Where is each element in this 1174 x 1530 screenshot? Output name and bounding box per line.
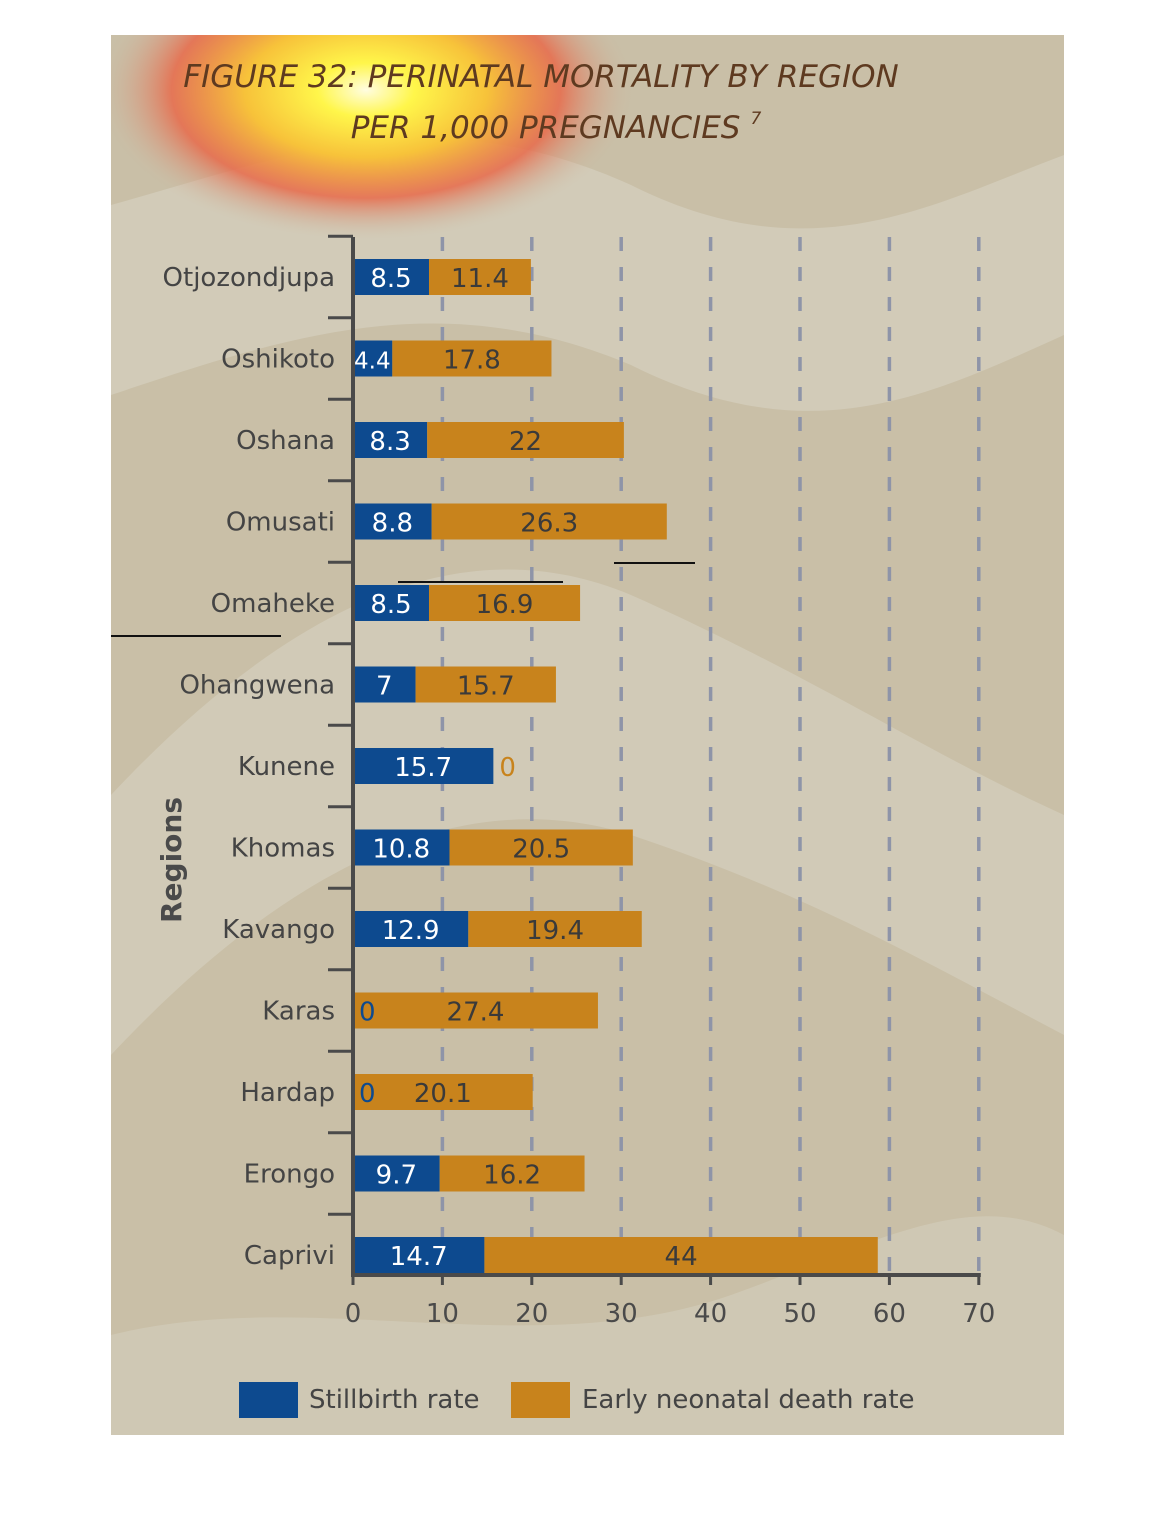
category-label: Ohangwena	[179, 671, 335, 701]
bar-label-stillbirth: 8.5	[370, 264, 411, 294]
x-tick-label: 40	[694, 1299, 727, 1329]
bar-label-early-neonatal: 16.9	[476, 590, 534, 620]
chart-subtitle: PER 1,000 PREGNANCIES 7	[351, 109, 762, 146]
chart-panel: FIGURE 32: PERINATAL MORTALITY BY REGION…	[111, 35, 1064, 1435]
x-tick-labels: 0 10 20 30 40 50 60 70	[345, 1299, 996, 1329]
category-label: Khomas	[231, 834, 335, 864]
x-tick-label: 60	[873, 1299, 906, 1329]
legend-swatch-stillbirth	[239, 1382, 298, 1418]
x-tick-label: 10	[426, 1299, 459, 1329]
bar-label-stillbirth: 8.8	[372, 509, 413, 539]
bar-label-stillbirth: 0	[359, 1079, 376, 1109]
bar-label-early-neonatal: 11.4	[451, 264, 509, 294]
category-label: Otjozondjupa	[163, 263, 335, 293]
bar-label-early-neonatal: 22	[509, 427, 542, 457]
bar-early-neonatal	[353, 1074, 533, 1110]
category-label: Karas	[262, 997, 335, 1027]
x-tick-label: 20	[515, 1299, 548, 1329]
bar-label-early-neonatal: 26.3	[520, 509, 578, 539]
bar-stillbirth	[353, 911, 469, 947]
category-label: Kunene	[238, 752, 335, 782]
background-band	[111, 569, 1064, 1055]
category-label: Oshikoto	[221, 345, 335, 375]
bar-stillbirth	[353, 503, 432, 540]
bar-label-early-neonatal: 16.2	[483, 1161, 541, 1191]
bars-group: 8.5 11.4 4.4 17.8 8.3 22 8.8 26.3 8.5 16.9 7 15.7 15…	[353, 259, 878, 1273]
bar-label-stillbirth: 8.5	[370, 590, 411, 620]
chart-title: FIGURE 32: PERINATAL MORTALITY BY REGION	[183, 59, 898, 95]
bar-early-neonatal	[415, 666, 556, 703]
y-axis-label: Regions	[155, 797, 188, 923]
title-footnote: 7	[750, 109, 761, 129]
bar-early-neonatal	[428, 259, 531, 295]
category-labels: Otjozondjupa Oshikoto Oshana Omusati Omaheke…	[163, 263, 335, 1271]
bar-label-early-neonatal: 19.4	[526, 916, 584, 946]
x-tick-label: 50	[783, 1299, 816, 1329]
bar-early-neonatal	[428, 585, 581, 621]
bar-stillbirth	[353, 1155, 440, 1192]
bar-stillbirth	[353, 829, 450, 866]
bar-stillbirth	[353, 340, 393, 377]
bar-stillbirth	[353, 585, 429, 621]
bar-stillbirth	[353, 748, 494, 784]
axes-group	[328, 234, 981, 1285]
bar-early-neonatal	[484, 1237, 878, 1273]
bar-label-stillbirth: 0	[359, 998, 376, 1028]
bar-stillbirth	[353, 1237, 485, 1273]
bar-stillbirth	[353, 666, 416, 703]
category-label: Omaheke	[211, 589, 335, 619]
bar-label-stillbirth: 7	[376, 672, 393, 702]
legend-label-early-neonatal: Early neonatal death rate	[582, 1385, 915, 1415]
category-label: Oshana	[236, 426, 335, 456]
highlight-glow	[111, 35, 636, 240]
category-label: Caprivi	[244, 1241, 335, 1271]
bar-label-early-neonatal: 20.1	[414, 1079, 472, 1109]
bar-early-neonatal	[427, 422, 624, 458]
legend-label-stillbirth: Stillbirth rate	[309, 1385, 480, 1415]
category-label: Erongo	[244, 1160, 335, 1190]
bar-early-neonatal	[392, 340, 552, 377]
bar-early-neonatal	[353, 992, 598, 1029]
bar-label-early-neonatal: 17.8	[443, 346, 501, 376]
legend: Stillbirth rate Early neonatal death rat…	[239, 1382, 915, 1418]
x-tick-label: 30	[605, 1299, 638, 1329]
chart-subtitle-text: PER 1,000 PREGNANCIES	[351, 110, 741, 146]
category-label: Hardap	[240, 1078, 335, 1108]
bar-label-stillbirth: 15.7	[394, 753, 452, 783]
bar-early-neonatal	[439, 1155, 585, 1192]
category-label: Kavango	[222, 915, 335, 945]
bar-label-early-neonatal: 0	[499, 753, 516, 783]
bar-early-neonatal	[431, 503, 667, 540]
bar-label-stillbirth: 9.7	[376, 1161, 417, 1191]
bar-label-stillbirth: 14.7	[390, 1242, 448, 1272]
bar-label-stillbirth: 12.9	[382, 916, 440, 946]
bar-early-neonatal	[468, 911, 642, 947]
bar-label-stillbirth: 10.8	[372, 835, 430, 865]
bar-label-early-neonatal: 20.5	[512, 835, 570, 865]
x-tick-label: 70	[962, 1299, 995, 1329]
bar-label-stillbirth: 4.4	[354, 349, 391, 375]
bar-early-neonatal	[449, 829, 633, 866]
bar-stillbirth	[353, 259, 429, 295]
bar-stillbirth	[353, 422, 428, 458]
bar-label-stillbirth: 8.3	[369, 427, 410, 457]
chart-canvas: FIGURE 32: PERINATAL MORTALITY BY REGION…	[111, 35, 1064, 1435]
bar-label-early-neonatal: 15.7	[457, 672, 515, 702]
legend-swatch-early-neonatal	[511, 1382, 570, 1418]
bar-label-early-neonatal: 27.4	[447, 998, 505, 1028]
bar-label-early-neonatal: 44	[665, 1242, 698, 1272]
category-label: Omusati	[226, 508, 335, 538]
x-tick-label: 0	[345, 1299, 362, 1329]
